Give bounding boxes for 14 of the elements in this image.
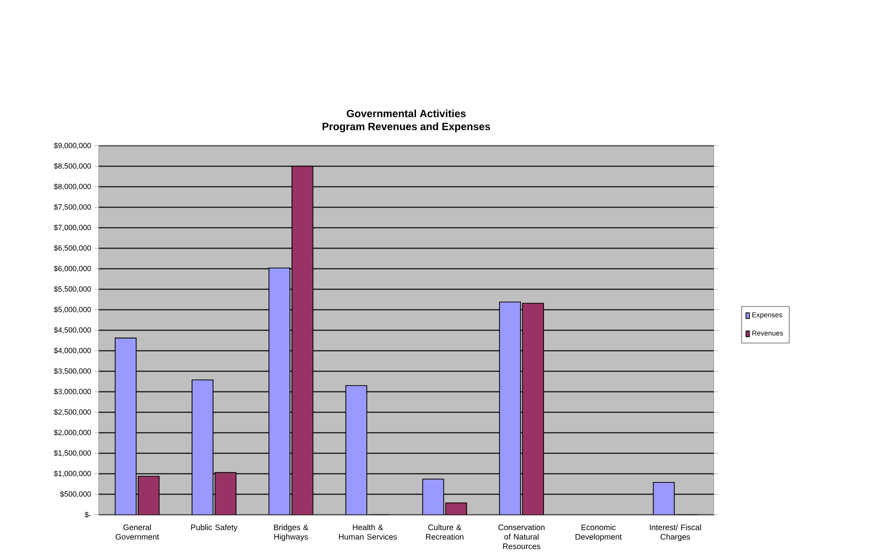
bar bbox=[292, 166, 314, 515]
bar bbox=[268, 267, 290, 515]
bar bbox=[522, 302, 544, 515]
bar bbox=[499, 301, 521, 515]
bar bbox=[345, 385, 368, 515]
chart-subtitle: Program Revenues and Expenses bbox=[322, 122, 490, 132]
bar bbox=[422, 478, 444, 515]
bar bbox=[114, 337, 137, 515]
chart-title: Governmental Activities bbox=[346, 109, 466, 118]
bar bbox=[446, 502, 467, 515]
bar bbox=[652, 482, 675, 515]
bar bbox=[192, 379, 214, 515]
bar bbox=[214, 472, 236, 515]
bar bbox=[138, 476, 160, 515]
